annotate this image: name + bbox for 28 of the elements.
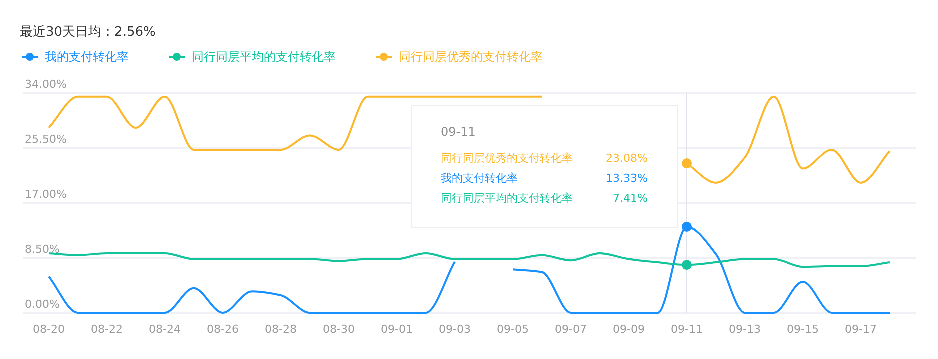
y-tick-label: 34.00% xyxy=(25,78,67,91)
annotation: 23.08% xyxy=(606,152,648,165)
y-tick-label: 17.00% xyxy=(25,188,67,201)
chart-title: 最近30天日均：2.56% xyxy=(20,25,156,40)
x-tick-label: 08-28 xyxy=(265,323,297,336)
x-tick-label: 08-20 xyxy=(33,323,65,336)
x-tick-label: 09-09 xyxy=(613,323,645,336)
y-tick-label: 0.00% xyxy=(25,298,60,311)
x-tick-label: 09-11 xyxy=(671,323,703,336)
y-tick-label: 8.50% xyxy=(25,243,60,256)
x-tick-label: 08-22 xyxy=(91,323,123,336)
x-tick-label: 09-15 xyxy=(787,323,819,336)
annotation: 7.41% xyxy=(613,192,648,205)
x-tick-label: 09-01 xyxy=(381,323,413,336)
x-tick-label: 09-17 xyxy=(845,323,877,336)
x-tick-label: 09-05 xyxy=(497,323,529,336)
y-tick-label: 25.50% xyxy=(25,133,67,146)
legend-label: 我的支付转化率 xyxy=(45,50,129,64)
annotation: 13.33% xyxy=(606,172,648,185)
x-tick-label: 09-07 xyxy=(555,323,587,336)
x-tick-label: 09-13 xyxy=(729,323,761,336)
x-tick-label: 08-30 xyxy=(323,323,355,336)
tooltip: 09-11 同行同层优秀的支付转化率 23.08% 我的支付转化率 13.33% 同行同层平均的支付转化率 7.41% xyxy=(412,106,678,228)
legend-label: 同行同层平均的支付转化率 xyxy=(192,50,336,64)
legend-label: 同行同层优秀的支付转化率 xyxy=(399,50,543,64)
x-tick-label: 09-03 xyxy=(439,323,471,336)
x-tick-label: 08-26 xyxy=(207,323,239,336)
x-tick-label: 08-24 xyxy=(149,323,181,336)
